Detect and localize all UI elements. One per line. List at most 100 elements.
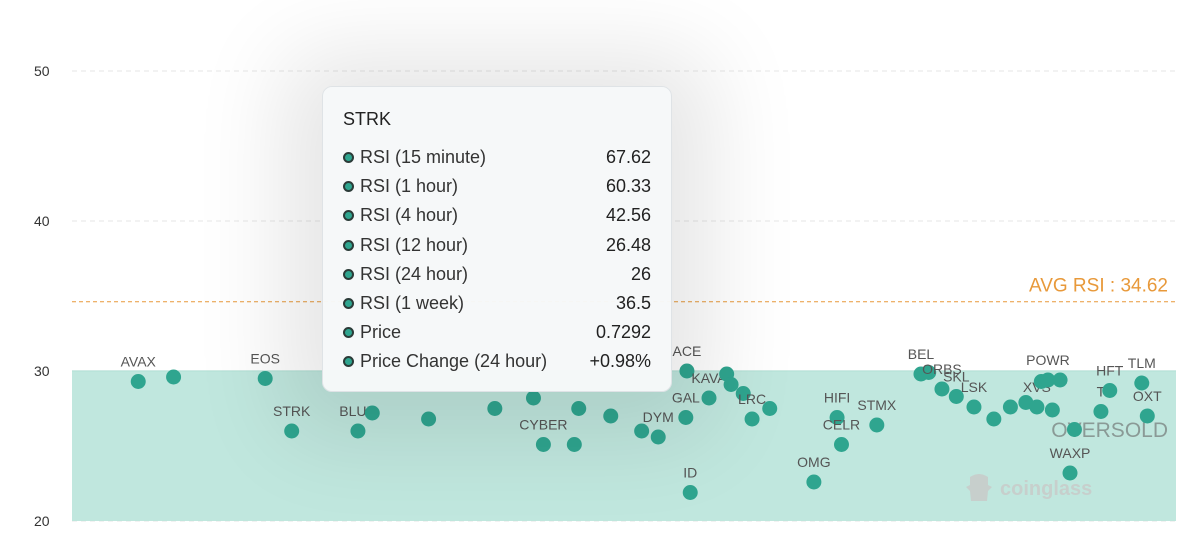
data-point[interactable]: [1062, 465, 1078, 481]
data-point[interactable]: [829, 410, 845, 425]
data-point[interactable]: [948, 389, 964, 404]
coinglass-watermark: coinglass: [966, 474, 1092, 501]
point-label: DYM: [643, 409, 674, 425]
data-point[interactable]: [701, 390, 717, 406]
point-label: ORBS: [922, 361, 962, 377]
data-point[interactable]: [487, 401, 503, 416]
tooltip-row-label: RSI (15 minute): [360, 147, 487, 168]
tooltip-row-value: 26.48: [605, 234, 651, 255]
series-dot-icon: [343, 181, 354, 193]
tooltip-row-label: RSI (4 hour): [360, 205, 459, 226]
point-label: HIFI: [824, 390, 850, 406]
point-label: LRC: [738, 391, 766, 407]
data-point[interactable]: [1066, 422, 1082, 437]
data-point[interactable]: [421, 411, 437, 427]
data-point[interactable]: [130, 374, 146, 389]
tooltip-row-label: Price: [360, 322, 402, 343]
data-point[interactable]: [566, 437, 582, 452]
point-label: T: [1097, 384, 1106, 400]
tooltip-row-value: 26: [630, 263, 651, 284]
point-label: STMX: [857, 397, 897, 413]
data-point[interactable]: [833, 437, 849, 452]
data-point[interactable]: [921, 365, 937, 380]
tooltip-row-label: RSI (12 hour): [360, 234, 469, 255]
tooltip-row-label: RSI (24 hour): [360, 263, 469, 284]
y-tick-label: 30: [34, 363, 50, 379]
data-point[interactable]: [1040, 372, 1056, 388]
series-dot-icon: [343, 298, 354, 310]
data-point[interactable]: [1002, 399, 1018, 415]
tooltip-row: RSI (4 hour) 42.56: [343, 201, 651, 230]
data-point[interactable]: [744, 411, 760, 427]
data-point[interactable]: [350, 423, 366, 439]
data-point[interactable]: [1029, 399, 1045, 415]
data-point[interactable]: [1093, 404, 1109, 419]
tooltip-row: RSI (1 week) 36.5: [343, 289, 651, 318]
series-dot-icon: [343, 210, 354, 222]
point-label: CYBER: [519, 417, 567, 433]
data-point[interactable]: [735, 386, 751, 401]
point-label: AVAX: [121, 354, 157, 370]
data-point[interactable]: [525, 390, 541, 406]
series-dot-icon: [343, 239, 354, 251]
tooltip-row-value: 0.7292: [595, 322, 651, 343]
tooltip-row: RSI (24 hour) 26: [343, 260, 651, 289]
series-dot-icon: [343, 356, 354, 368]
data-point[interactable]: [682, 485, 698, 500]
point-label: WAXP: [1050, 445, 1091, 461]
point-label: OXT: [1133, 388, 1162, 404]
tooltip-row-value: 36.5: [615, 293, 651, 314]
data-point[interactable]: [679, 363, 695, 379]
point-label: TLM: [1128, 355, 1156, 371]
data-point[interactable]: [1134, 375, 1150, 391]
tooltip-row: Price 0.7292: [343, 318, 651, 347]
tooltip-title: STRK: [343, 109, 392, 129]
tooltip: STRK RSI (15 minute) 67.62 RSI (1 hour) 60.…: [322, 86, 672, 392]
tooltip-row-value: 42.56: [605, 205, 651, 226]
data-point[interactable]: [603, 408, 619, 424]
tooltip-rows: RSI (15 minute) 67.62 RSI (1 hour) 60.33 RSI…: [343, 143, 651, 377]
data-point[interactable]: [257, 371, 273, 386]
data-point[interactable]: [806, 474, 822, 490]
data-point[interactable]: [650, 429, 666, 445]
point-label: ACE: [673, 343, 702, 359]
point-label: CELR: [823, 417, 860, 433]
data-point[interactable]: [986, 411, 1002, 427]
data-point[interactable]: [678, 410, 694, 425]
tooltip-row: Price Change (24 hour) +0.98%: [343, 347, 651, 376]
data-point[interactable]: [1102, 383, 1118, 398]
y-tick-label: 40: [34, 213, 50, 229]
point-label: STRK: [273, 403, 311, 419]
data-point[interactable]: [364, 405, 380, 421]
tooltip-row-value: +0.98%: [589, 351, 651, 372]
oversold-label: OVERSOLD: [1051, 419, 1168, 442]
tooltip-row-value: 67.62: [605, 147, 651, 168]
data-point[interactable]: [934, 381, 950, 397]
data-point[interactable]: [966, 399, 982, 415]
watermark-text: coinglass: [1000, 478, 1092, 500]
series-dot-icon: [343, 152, 354, 164]
tooltip-row-value: 60.33: [605, 176, 651, 197]
data-point[interactable]: [1052, 372, 1068, 388]
data-point[interactable]: [1139, 408, 1155, 424]
data-point[interactable]: [762, 401, 778, 416]
data-point[interactable]: [535, 437, 551, 452]
data-point[interactable]: [571, 401, 587, 416]
data-point[interactable]: [166, 369, 182, 385]
series-dot-icon: [343, 268, 354, 280]
point-label: GAL: [672, 390, 700, 406]
series-dot-icon: [343, 327, 354, 339]
point-label: KAVA: [691, 370, 727, 386]
data-point[interactable]: [634, 423, 650, 439]
tooltip-row: RSI (15 minute) 67.62: [343, 143, 651, 172]
y-tick-label: 20: [34, 513, 50, 529]
point-label: BEL: [908, 346, 935, 362]
data-point[interactable]: [723, 377, 739, 392]
point-label: OMG: [797, 454, 830, 470]
point-label: POWR: [1026, 352, 1070, 368]
data-point[interactable]: [284, 423, 300, 439]
data-point[interactable]: [869, 417, 885, 433]
data-point[interactable]: [1044, 402, 1060, 418]
